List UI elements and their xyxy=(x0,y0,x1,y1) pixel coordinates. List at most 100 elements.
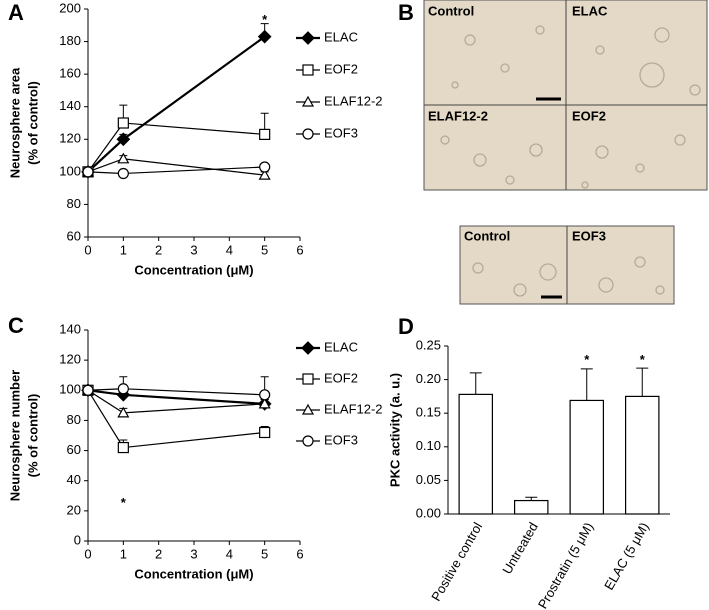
y-tick-label: 0.05 xyxy=(416,472,441,487)
x-tick-label: 6 xyxy=(296,546,303,561)
marker xyxy=(301,95,315,107)
x-tick-label: 4 xyxy=(226,242,233,257)
y-tick-label: 0.25 xyxy=(416,337,441,352)
y-axis-label: (% of control) xyxy=(25,394,40,478)
x-tick-label: Positive control xyxy=(428,520,485,604)
y-tick-label: 120 xyxy=(59,131,81,146)
legend-label: ELAF12-2 xyxy=(324,93,383,108)
x-tick-label: 2 xyxy=(155,546,162,561)
marker xyxy=(82,384,94,396)
x-tick-label: 5 xyxy=(261,242,268,257)
y-tick-label: 140 xyxy=(59,98,81,113)
legend-label: EOF2 xyxy=(324,61,358,76)
marker xyxy=(302,64,314,76)
y-tick-label: 0.00 xyxy=(416,505,441,520)
marker xyxy=(117,152,130,164)
annotation: * xyxy=(584,352,590,367)
marker xyxy=(117,441,129,454)
x-axis-label: Concentration (μM) xyxy=(134,262,253,277)
marker xyxy=(117,383,129,395)
marker xyxy=(302,373,314,385)
marker xyxy=(302,435,314,447)
marker xyxy=(259,426,271,439)
marker xyxy=(117,117,129,129)
y-tick-label: 0.15 xyxy=(416,405,441,420)
y-tick-label: 80 xyxy=(67,412,81,427)
y-tick-label: 100 xyxy=(59,382,81,397)
x-tick-label: 1 xyxy=(120,546,127,561)
image-label: Control xyxy=(428,3,474,18)
marker xyxy=(302,128,314,140)
error-bar xyxy=(469,372,482,395)
y-tick-label: 0.20 xyxy=(416,371,441,386)
annotation: * xyxy=(121,495,127,510)
marker xyxy=(82,166,94,178)
legend-label: ELAC xyxy=(324,339,358,354)
marker xyxy=(258,168,271,180)
marker xyxy=(257,29,272,44)
y-tick-label: 200 xyxy=(59,0,81,15)
image-label: ELAF12-2 xyxy=(428,108,488,123)
legend-label: EOF2 xyxy=(324,370,358,385)
image-label: Control xyxy=(464,228,510,243)
marker xyxy=(117,167,129,180)
marker xyxy=(259,128,271,140)
marker xyxy=(301,341,315,355)
y-tick-label: 20 xyxy=(67,502,81,517)
marker xyxy=(259,161,271,173)
spheres xyxy=(440,25,701,297)
series-line xyxy=(87,389,265,405)
error-bar xyxy=(580,368,593,401)
bar xyxy=(458,393,494,515)
marker xyxy=(258,397,271,409)
y-tick-label: 0 xyxy=(74,532,81,547)
y-tick-label: 0.10 xyxy=(416,438,441,453)
x-tick-label: 4 xyxy=(226,546,233,561)
marker xyxy=(116,132,131,147)
x-tick-label: 3 xyxy=(190,242,197,257)
marker xyxy=(117,406,130,418)
x-tick-label: 0 xyxy=(84,546,91,561)
error-bar xyxy=(636,367,649,397)
annotation: * xyxy=(640,352,646,367)
panel-label: A xyxy=(8,0,24,25)
marker xyxy=(301,403,315,415)
bar xyxy=(569,399,604,515)
y-tick-label: 160 xyxy=(59,66,81,81)
x-tick-label: ELAC (5 μM) xyxy=(601,520,652,593)
annotation: * xyxy=(262,12,268,27)
x-axis-label: Concentration (μM) xyxy=(134,566,253,581)
y-tick-label: 40 xyxy=(67,472,81,487)
x-tick-label: Untreated xyxy=(499,520,541,577)
y-axis-label: Neurosphere number xyxy=(7,370,22,501)
image-label: EOF3 xyxy=(572,228,606,243)
legend-label: EOF3 xyxy=(324,432,358,447)
marker xyxy=(301,31,315,45)
y-tick-label: 80 xyxy=(67,196,81,211)
y-tick-label: 100 xyxy=(59,163,81,178)
x-tick-label: 5 xyxy=(261,546,268,561)
panel-label: D xyxy=(398,314,414,339)
x-tick-label: 3 xyxy=(190,546,197,561)
x-tick-label: 0 xyxy=(84,242,91,257)
x-tick-label: Prostratin (5 μM) xyxy=(535,520,597,610)
panel-label: B xyxy=(398,0,414,25)
y-axis-label: PKC activity (a. u.) xyxy=(387,373,402,487)
bar xyxy=(624,395,660,515)
image-label: EOF2 xyxy=(572,108,606,123)
y-axis-label: Neurosphere area xyxy=(7,67,22,178)
panel-label: C xyxy=(8,313,24,338)
y-tick-label: 180 xyxy=(59,33,81,48)
x-tick-label: 6 xyxy=(296,242,303,257)
image-label: ELAC xyxy=(572,3,608,18)
y-tick-label: 140 xyxy=(59,321,81,336)
series-line xyxy=(87,35,266,173)
marker xyxy=(259,389,271,401)
legend-label: ELAF12-2 xyxy=(324,401,383,416)
y-tick-label: 120 xyxy=(59,352,81,367)
x-tick-label: 1 xyxy=(120,242,127,257)
y-tick-label: 60 xyxy=(67,228,81,243)
panel-b: B Control ELAC ELAF12-2 EOF2 Control EOF… xyxy=(398,0,708,305)
legend-label: ELAC xyxy=(324,29,358,44)
